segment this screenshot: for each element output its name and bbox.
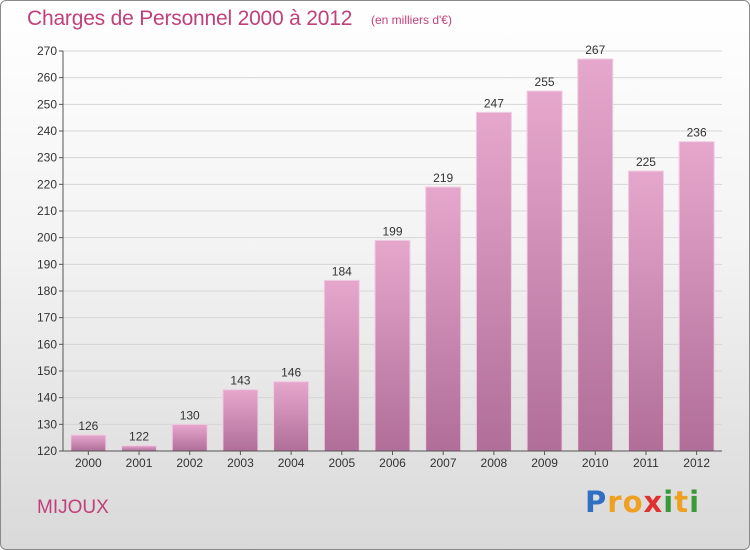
town-name: MIJOUX [37, 497, 109, 518]
x-tick-label-2003: 2003 [227, 456, 254, 470]
bar-2002 [171, 423, 208, 452]
bar-2008 [475, 111, 512, 452]
y-tick-label: 270 [37, 44, 57, 58]
x-tick-label-2009: 2009 [531, 456, 558, 470]
bar-2000 [70, 434, 107, 452]
value-label-2003: 143 [230, 374, 250, 388]
x-tick-label-2000: 2000 [75, 456, 102, 470]
value-label-2012: 236 [687, 126, 707, 140]
bar-2004 [273, 381, 310, 452]
value-label-2008: 247 [484, 96, 504, 110]
logo-letter: o [622, 485, 644, 519]
y-tick-label: 230 [37, 151, 57, 165]
value-label-2004: 146 [281, 366, 301, 380]
y-tick-label: 180 [37, 284, 57, 298]
x-tick-label-2005: 2005 [328, 456, 355, 470]
bar-2005 [323, 279, 360, 452]
y-tick-label: 260 [37, 71, 57, 85]
x-tick-label-2010: 2010 [582, 456, 609, 470]
bar-2001 [121, 445, 158, 452]
axes [62, 51, 722, 452]
y-tick-label: 140 [37, 391, 57, 405]
y-tick-label: 220 [37, 177, 57, 191]
y-axis-ticks: 120 130 140 150 160 170 180 190 200 210 220 230 240 2… [37, 44, 63, 458]
value-label-2011: 225 [636, 155, 656, 169]
value-label-2002: 130 [180, 408, 200, 422]
y-tick-label: 120 [37, 444, 57, 458]
y-tick-label: 240 [37, 124, 57, 138]
bar-2007 [425, 186, 462, 452]
logo-letter: t [674, 485, 690, 519]
x-tick-label-2012: 2012 [683, 456, 710, 470]
bar-2006 [374, 239, 411, 452]
x-tick-label-2011: 2011 [633, 456, 659, 470]
bars [70, 58, 715, 452]
y-tick-label: 190 [37, 257, 57, 271]
x-tick-label-2001: 2001 [126, 456, 153, 470]
value-label-2005: 184 [332, 264, 352, 278]
x-tick-label-2007: 2007 [430, 456, 457, 470]
x-tick-label-2002: 2002 [176, 456, 203, 470]
y-tick-label: 150 [37, 364, 57, 378]
bar-2012 [678, 141, 715, 452]
y-tick-label: 160 [37, 337, 57, 351]
proxiti-logo: Proxiti [585, 485, 700, 519]
x-axis-ticks: 2000 2001 2002 2003 2004 2005 2006 2007 2008 2009… [75, 451, 710, 470]
value-label-2009: 255 [535, 75, 555, 89]
logo-letter: r [607, 485, 623, 519]
value-label-2006: 199 [382, 224, 402, 238]
x-tick-label-2008: 2008 [481, 456, 508, 470]
y-tick-label: 250 [37, 97, 57, 111]
bar-2003 [222, 389, 259, 452]
x-tick-label-2006: 2006 [379, 456, 406, 470]
bar-2011 [627, 170, 664, 452]
logo-letter: P [585, 485, 608, 519]
chart-title: Charges de Personnel 2000 à 2012 [27, 7, 353, 30]
chart-subtitle: (en milliers d'€) [371, 13, 452, 27]
bar-2010 [577, 58, 614, 452]
value-label-2007: 219 [433, 171, 453, 185]
logo-letter: i [663, 485, 675, 519]
y-tick-label: 200 [37, 231, 57, 245]
y-tick-label: 130 [37, 417, 57, 431]
value-label-2000: 126 [78, 419, 98, 433]
value-label-2001: 122 [129, 430, 149, 444]
logo-letter: i [689, 485, 701, 519]
value-labels: 126 122 130 143 146 184 199 219 247 255 267 225 236 [78, 43, 707, 444]
y-tick-label: 210 [37, 204, 57, 218]
logo-letter: x [643, 485, 664, 519]
value-label-2010: 267 [585, 43, 605, 57]
y-tick-label: 170 [37, 311, 57, 325]
bar-2009 [526, 90, 563, 452]
x-tick-label-2004: 2004 [278, 456, 305, 470]
